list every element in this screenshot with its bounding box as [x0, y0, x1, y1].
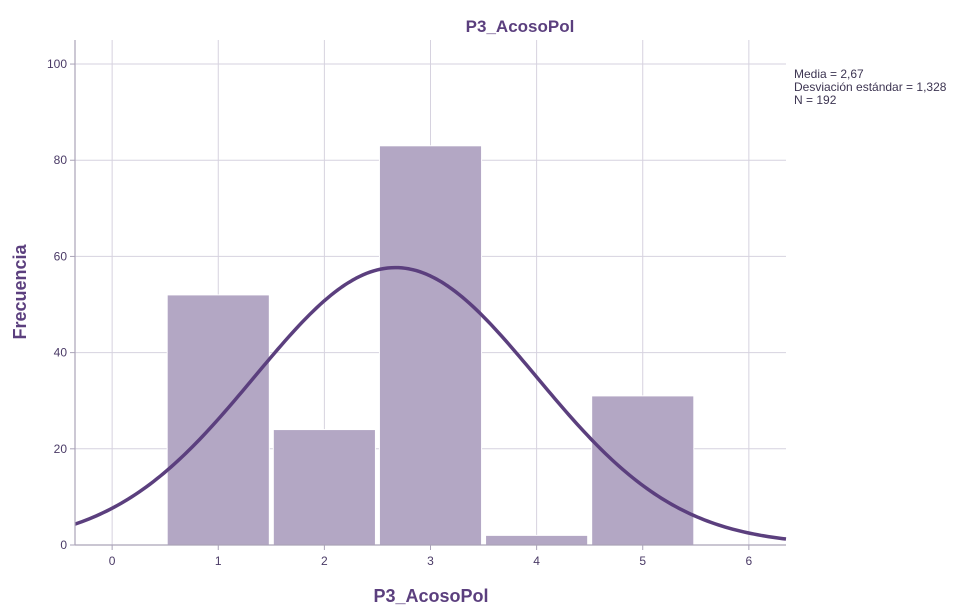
- stats-mean: Media = 2,67: [794, 67, 864, 81]
- stats-legend: Media = 2,67 Desviación estándar = 1,328…: [794, 67, 947, 107]
- y-tick-label-80: 80: [54, 153, 68, 167]
- x-axis-title: P3_AcosoPol: [373, 586, 488, 606]
- y-tick-label-40: 40: [54, 346, 68, 360]
- normal-curve-layer: [74, 265, 787, 541]
- x-tick-label-1: 1: [215, 554, 222, 568]
- stats-n: N = 192: [794, 93, 837, 107]
- x-tick-label-0: 0: [109, 554, 116, 568]
- x-tick-label-4: 4: [533, 554, 540, 568]
- bar-2: [272, 429, 376, 546]
- bar-3: [378, 145, 483, 546]
- y-axis-title: Frecuencia: [10, 243, 30, 339]
- bar-4: [485, 534, 589, 546]
- stats-sd: Desviación estándar = 1,328: [794, 80, 947, 94]
- y-tick-label-100: 100: [47, 57, 67, 71]
- y-tick-label-60: 60: [54, 249, 68, 263]
- y-tick-label-0: 0: [60, 538, 67, 552]
- chart-title: P3_AcosoPol: [466, 17, 575, 36]
- bars: [166, 145, 695, 546]
- normal-curve: [74, 265, 787, 541]
- x-tick-label-6: 6: [746, 554, 753, 568]
- x-tick-label-2: 2: [321, 554, 328, 568]
- y-tick-label-20: 20: [54, 442, 68, 456]
- x-tick-label-5: 5: [639, 554, 646, 568]
- bar-5: [591, 395, 695, 546]
- x-tick-label-3: 3: [427, 554, 434, 568]
